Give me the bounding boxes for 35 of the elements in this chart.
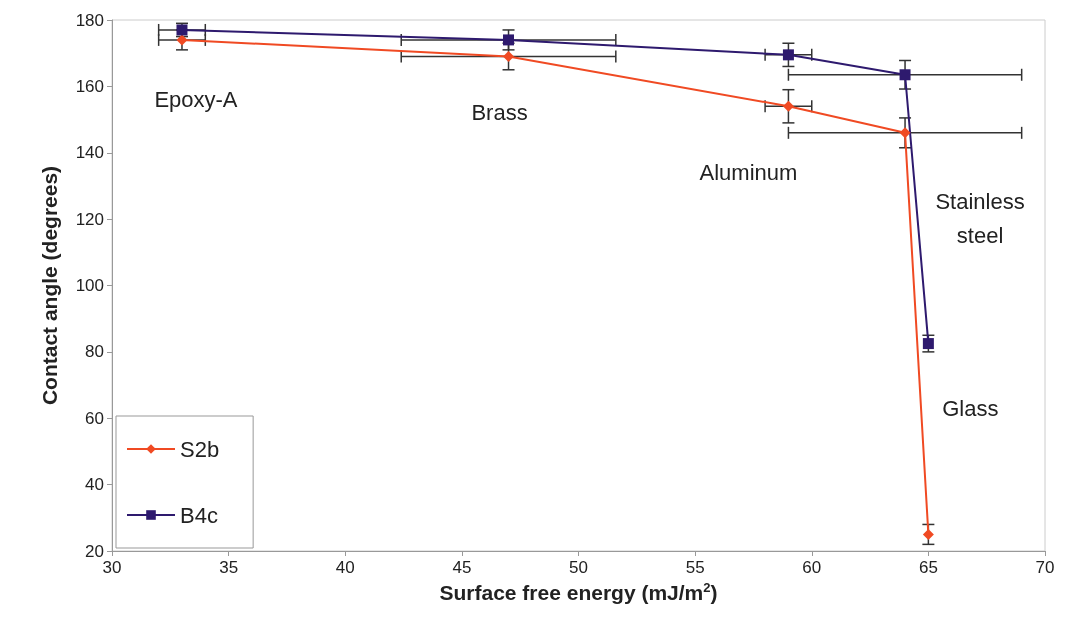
y-axis-title: Contact angle (degrees) <box>38 165 61 406</box>
y-tick-label: 60 <box>85 408 104 428</box>
legend-label: S2b <box>180 436 220 462</box>
legend-label: B4c <box>180 502 218 528</box>
point <box>922 528 934 540</box>
y-tick-label: 80 <box>85 342 104 362</box>
y-tick-label: 40 <box>85 475 104 495</box>
y-tick-label: 140 <box>75 143 104 163</box>
x-tick-label: 65 <box>918 558 938 577</box>
annotation: Epoxy-A <box>154 87 238 113</box>
point <box>782 100 794 112</box>
point <box>922 338 934 350</box>
x-tick-label: 55 <box>685 558 705 577</box>
x-tick-label: 50 <box>569 558 588 577</box>
point <box>782 49 794 61</box>
point <box>503 51 515 63</box>
point <box>899 127 911 139</box>
annotation: Glass <box>942 395 999 421</box>
point <box>503 34 515 46</box>
annotation: Stainless steel <box>935 189 1025 249</box>
x-tick-label: 60 <box>802 558 822 577</box>
annotation: Aluminum <box>699 159 798 185</box>
y-tick-label: 20 <box>85 541 104 561</box>
y-tick-label: 180 <box>75 10 104 30</box>
x-tick-label: 40 <box>335 558 355 577</box>
x-tick-label: 70 <box>1035 558 1055 577</box>
y-tick-label: 120 <box>75 209 104 229</box>
y-tick-label: 100 <box>75 276 104 295</box>
x-tick-label: 45 <box>452 558 472 577</box>
x-tick-label: 30 <box>102 558 122 577</box>
x-tick-label: 35 <box>219 558 239 577</box>
y-tick-label: 160 <box>75 76 104 96</box>
point <box>899 69 911 81</box>
annotation: Brass <box>471 100 528 126</box>
point <box>176 34 188 46</box>
